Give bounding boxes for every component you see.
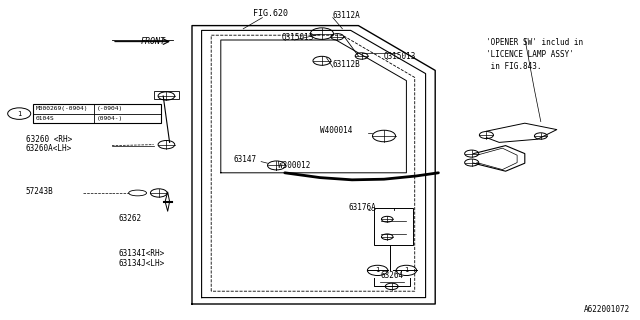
- Text: Q315013: Q315013: [282, 33, 314, 42]
- Text: 63134J<LH>: 63134J<LH>: [118, 259, 164, 268]
- Text: 0104S: 0104S: [36, 116, 54, 121]
- Text: 63112B: 63112B: [333, 60, 360, 69]
- Text: 63260A<LH>: 63260A<LH>: [26, 144, 72, 153]
- Text: 'OPENER SW' includ in
'LICENCE LAMP ASSY'
 in FIG.843.: 'OPENER SW' includ in 'LICENCE LAMP ASSY…: [486, 38, 584, 71]
- Bar: [154, 91, 179, 99]
- Text: 63262: 63262: [118, 214, 141, 223]
- Text: 57243B: 57243B: [26, 187, 53, 196]
- Text: 1: 1: [17, 111, 21, 116]
- Text: A622001072: A622001072: [584, 305, 630, 314]
- Text: W400014: W400014: [320, 126, 353, 135]
- Text: FRONT: FRONT: [141, 37, 166, 46]
- Text: Q315013: Q315013: [384, 52, 417, 61]
- Text: 63134I<RH>: 63134I<RH>: [118, 249, 164, 258]
- Text: 63176A: 63176A: [349, 203, 376, 212]
- Text: (-0904): (-0904): [97, 106, 123, 111]
- Text: (0904-): (0904-): [97, 116, 123, 121]
- FancyBboxPatch shape: [374, 208, 413, 245]
- Text: W300012: W300012: [278, 161, 311, 170]
- Text: 63260 <RH>: 63260 <RH>: [26, 135, 72, 144]
- Text: 63264: 63264: [381, 271, 404, 280]
- Text: 63147: 63147: [234, 155, 257, 164]
- Text: 1: 1: [376, 268, 380, 273]
- Bar: [33, 104, 161, 123]
- Text: 1: 1: [404, 268, 408, 273]
- Text: FIG.620: FIG.620: [253, 9, 288, 18]
- Text: M000269(-0904): M000269(-0904): [36, 106, 88, 111]
- Text: 63112A: 63112A: [333, 11, 360, 20]
